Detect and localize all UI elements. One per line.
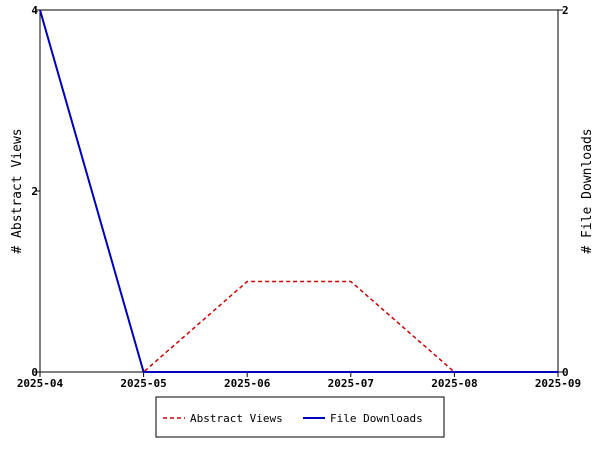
y-tick-label: 4 xyxy=(31,4,38,17)
legend-label-file-downloads: File Downloads xyxy=(330,412,423,425)
legend-label-abstract-views: Abstract Views xyxy=(190,412,283,425)
y2-tick-label: 2 xyxy=(562,4,569,17)
x-tick-label: 2025-05 xyxy=(120,377,166,390)
y-tick-label: 0 xyxy=(31,366,38,379)
x-tick-label: 2025-09 xyxy=(535,377,581,390)
series-line-file-downloads xyxy=(39,9,558,373)
y2-tick-label: 0 xyxy=(562,366,569,379)
y-axis-label: # Abstract Views xyxy=(10,128,25,253)
y-tick-label: 2 xyxy=(31,185,38,198)
legend-box xyxy=(155,396,445,438)
x-tick-label: 2025-06 xyxy=(224,377,271,390)
y2-axis-label: # File Downloads xyxy=(580,128,595,253)
x-tick-label: 2025-07 xyxy=(328,377,374,390)
x-tick-label: 2025-08 xyxy=(431,377,477,390)
x-tick-label: 2025-04 xyxy=(17,377,64,390)
plot-area xyxy=(39,9,559,373)
legend: Abstract Views File Downloads xyxy=(155,396,445,438)
